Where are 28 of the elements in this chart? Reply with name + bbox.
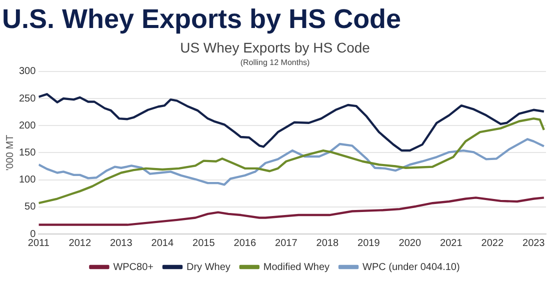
y-tick-label: 100 xyxy=(18,174,36,186)
x-tick-label: 2017 xyxy=(275,238,298,249)
legend-label: Dry Whey xyxy=(186,262,230,273)
x-tick-label: 2020 xyxy=(398,238,422,249)
legend-label: Modified Whey xyxy=(263,262,330,273)
y-tick-label: 0 xyxy=(30,228,36,240)
y-tick-label: 50 xyxy=(24,202,36,213)
x-tick-label: 2014 xyxy=(151,238,174,249)
x-tick-label: 2011 xyxy=(28,238,50,249)
legend-label: WPC80+ xyxy=(113,262,154,273)
x-tick-label: 2019 xyxy=(358,238,380,249)
text: U.S. Whey Exports by HS Code xyxy=(1,3,402,36)
y-axis-title: '000 MT xyxy=(4,134,16,171)
x-tick-label: 2023 xyxy=(522,238,546,249)
x-tick-label: 2018 xyxy=(316,238,339,249)
x-tick-label: 2013 xyxy=(110,238,133,249)
y-tick-label: 250 xyxy=(18,93,36,104)
y-tick-label: 150 xyxy=(18,147,36,158)
x-tick-label: 2016 xyxy=(234,238,256,249)
y-tick-label: 300 xyxy=(18,66,36,78)
x-tick-label: 2015 xyxy=(192,238,216,249)
chart-title: US Whey Exports by HS Code xyxy=(180,39,370,56)
chart-subtitle: (Rolling 12 Months) xyxy=(240,58,310,67)
x-tick-label: 2022 xyxy=(481,238,504,249)
legend-label: WPC (under 0404.10) xyxy=(362,262,460,273)
y-tick-label: 200 xyxy=(18,120,36,132)
x-tick-label: 2021 xyxy=(440,238,463,249)
x-tick-label: 2012 xyxy=(68,238,92,249)
